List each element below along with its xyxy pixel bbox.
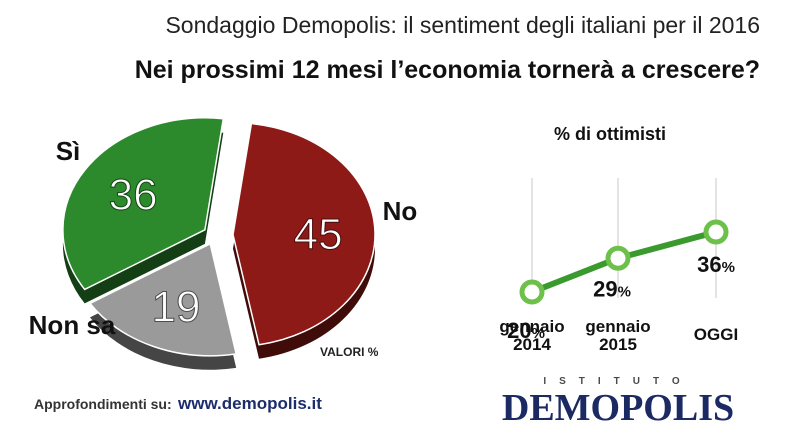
x-tick-label: gennaio 2015 (585, 317, 650, 354)
x-tick-label: gennaio 2014 (499, 317, 564, 354)
pie-value-s-: 36 (109, 171, 158, 220)
pie-value-no: 45 (294, 210, 343, 259)
pie-label-non-sa: Non sa (29, 310, 116, 340)
data-point (519, 279, 545, 305)
x-tick-label: OGGI (694, 325, 738, 344)
footer-link[interactable]: www.demopolis.it (178, 394, 322, 413)
brand-istituto: ISTITUTO (543, 376, 693, 387)
line-chart-title: % di ottimisti (554, 124, 666, 144)
chart-subtitle: Sondaggio Demopolis: il sentiment degli … (165, 12, 760, 38)
pie-slice-non-sa (88, 242, 238, 357)
pie-slice-no (232, 122, 376, 346)
pie-chart: 45 No 19 Non sa 36 Sì VALORI % (29, 117, 418, 370)
footer-label: Approfondimenti su: (34, 396, 172, 412)
pie-label-s-: Sì (56, 136, 81, 166)
data-point (605, 245, 631, 271)
data-point (703, 219, 729, 245)
pie-unit-note: VALORI % (320, 345, 379, 359)
pie-label-no: No (383, 196, 418, 226)
data-label: 29% (593, 276, 631, 301)
chart-title: Nei prossimi 12 mesi l’economia tornerà … (134, 56, 760, 84)
data-label: 36% (697, 252, 735, 277)
brand-logo: DEMOPOLIS (501, 387, 735, 429)
pie-slice-s- (62, 117, 225, 291)
pie-value-non-sa: 19 (152, 282, 201, 331)
